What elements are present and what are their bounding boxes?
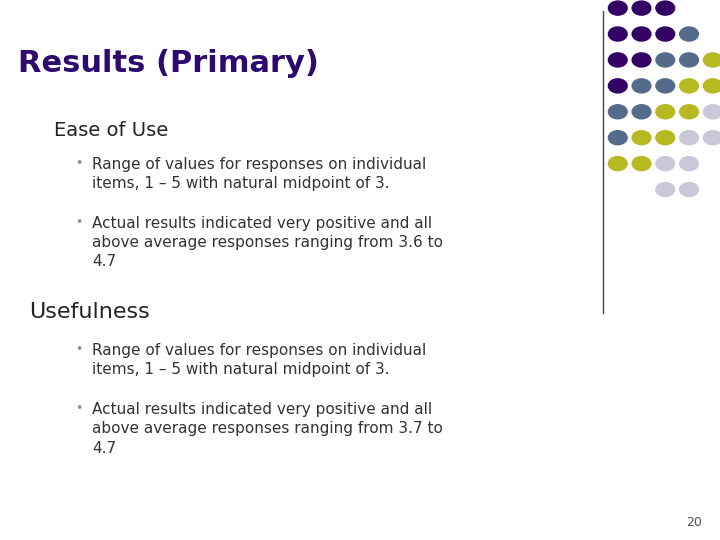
Circle shape <box>703 53 720 67</box>
Circle shape <box>632 105 651 119</box>
Text: •: • <box>76 343 83 356</box>
Circle shape <box>656 27 675 41</box>
Circle shape <box>680 79 698 93</box>
Text: Range of values for responses on individual
items, 1 – 5 with natural midpoint o: Range of values for responses on individ… <box>92 343 426 377</box>
Circle shape <box>608 157 627 171</box>
Circle shape <box>680 27 698 41</box>
Circle shape <box>680 53 698 67</box>
Circle shape <box>608 79 627 93</box>
Circle shape <box>680 157 698 171</box>
Circle shape <box>608 1 627 15</box>
Circle shape <box>632 131 651 145</box>
Circle shape <box>680 105 698 119</box>
Text: •: • <box>76 216 83 229</box>
Circle shape <box>656 53 675 67</box>
Text: 20: 20 <box>686 516 702 529</box>
Circle shape <box>703 79 720 93</box>
Circle shape <box>632 27 651 41</box>
Circle shape <box>608 27 627 41</box>
Circle shape <box>656 1 675 15</box>
Circle shape <box>632 53 651 67</box>
Circle shape <box>656 79 675 93</box>
Circle shape <box>703 131 720 145</box>
Circle shape <box>608 53 627 67</box>
Text: Usefulness: Usefulness <box>29 302 150 322</box>
Circle shape <box>632 79 651 93</box>
Text: Actual results indicated very positive and all
above average responses ranging f: Actual results indicated very positive a… <box>92 402 443 456</box>
Text: Actual results indicated very positive and all
above average responses ranging f: Actual results indicated very positive a… <box>92 216 443 269</box>
Text: Results (Primary): Results (Primary) <box>18 49 319 78</box>
Circle shape <box>608 105 627 119</box>
Circle shape <box>632 157 651 171</box>
Circle shape <box>632 1 651 15</box>
Circle shape <box>703 105 720 119</box>
Circle shape <box>608 131 627 145</box>
Circle shape <box>656 131 675 145</box>
Circle shape <box>656 183 675 197</box>
Text: •: • <box>76 402 83 415</box>
Circle shape <box>680 131 698 145</box>
Text: •: • <box>76 157 83 170</box>
Text: Ease of Use: Ease of Use <box>54 122 168 140</box>
Circle shape <box>656 157 675 171</box>
Circle shape <box>656 105 675 119</box>
Circle shape <box>680 183 698 197</box>
Text: Range of values for responses on individual
items, 1 – 5 with natural midpoint o: Range of values for responses on individ… <box>92 157 426 191</box>
